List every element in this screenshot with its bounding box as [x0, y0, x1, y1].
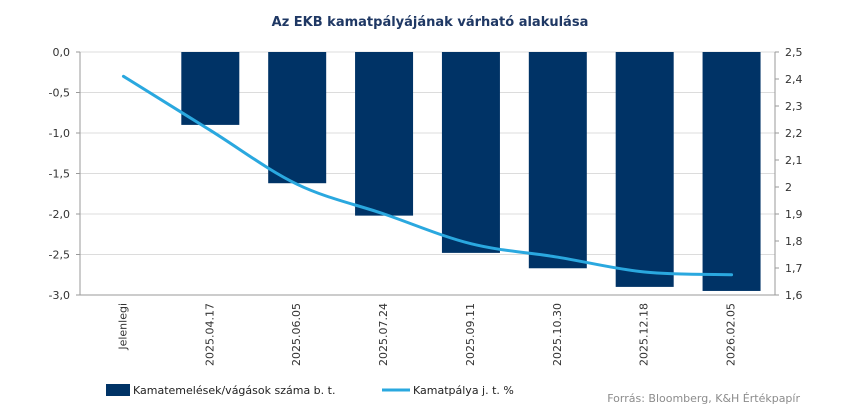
- bar: [441, 52, 500, 253]
- line-path: [121, 74, 734, 277]
- y-right-tick-label: 1,9: [785, 208, 803, 221]
- y-left-tick-label: 0,0: [53, 46, 71, 59]
- y-left-tick-label: -2,5: [49, 249, 70, 262]
- y-right-tick-label: 2,4: [785, 73, 803, 86]
- x-tick-label: 2026.02.05: [725, 303, 738, 366]
- y-right-tick-label: 2,3: [785, 100, 803, 113]
- bar: [615, 52, 674, 287]
- y-right-tick-label: 2: [785, 181, 792, 194]
- bar: [181, 52, 240, 125]
- x-tick-label: 2025.12.18: [638, 303, 651, 366]
- y-right-tick-label: 2,5: [785, 46, 803, 59]
- x-tick-label: 2025.04.17: [203, 303, 216, 366]
- y-left-tick-label: -2,0: [49, 208, 70, 221]
- x-tick-label: 2025.07.24: [377, 303, 390, 366]
- bar-series: [181, 52, 761, 291]
- y-left-tick-label: -3,0: [49, 289, 70, 302]
- x-tick-label: Jelenlegi: [116, 303, 129, 351]
- x-tick-label: 2025.09.11: [464, 303, 477, 366]
- x-tick-label: 2025.06.05: [290, 303, 303, 366]
- y-right-tick-label: 2,1: [785, 154, 803, 167]
- bar: [702, 52, 761, 291]
- x-tick-label: 2025.10.30: [551, 303, 564, 366]
- bar: [528, 52, 587, 269]
- legend-label-line: Kamatpálya j. t. %: [413, 384, 514, 397]
- y-left-tick-label: -0,5: [49, 87, 70, 100]
- y-axis-left: 0,0 -0,5 -1,0 -1,5 -2,0 -2,5 -3,0: [49, 46, 80, 302]
- y-left-tick-label: -1,5: [49, 168, 70, 181]
- line-series: [121, 74, 734, 277]
- y-left-tick-label: -1,0: [49, 127, 70, 140]
- bar: [355, 52, 414, 216]
- legend-swatch-bars: [106, 384, 130, 396]
- y-right-tick-label: 2,2: [785, 127, 803, 140]
- y-right-tick-label: 1,8: [785, 235, 803, 248]
- bar: [268, 52, 327, 184]
- y-axis-right: 2,5 2,4 2,3 2,2 2,1 2 1,9 1,8 1,7 1,6: [775, 46, 803, 302]
- legend: Kamatemelések/vágások száma b. t. Kamatp…: [106, 384, 514, 397]
- legend-label-bars: Kamatemelések/vágások száma b. t.: [133, 384, 335, 397]
- y-right-tick-label: 1,6: [785, 289, 803, 302]
- chart-title: Az EKB kamatpályájának várható alakulása: [272, 15, 589, 30]
- x-axis-labels: Jelenlegi 2025.04.17 2025.06.05 2025.07.24 2…: [116, 303, 737, 366]
- y-right-tick-label: 1,7: [785, 262, 803, 275]
- source-note: Forrás: Bloomberg, K&H Értékpapír: [607, 392, 800, 405]
